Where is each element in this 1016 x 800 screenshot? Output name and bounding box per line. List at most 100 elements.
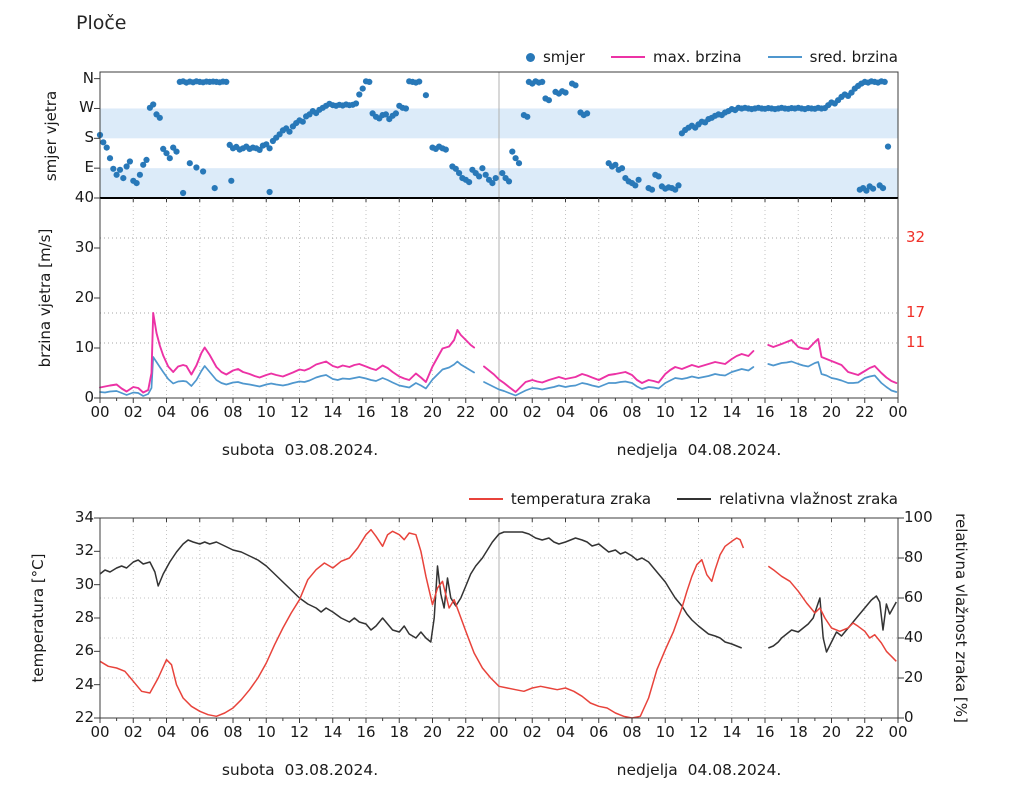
x-tick-label-bottom: 12 [289,723,310,741]
wind-direction-point [442,146,449,153]
wind-direction-point [150,101,157,108]
wind-direction-point [515,160,523,167]
wind-direction-point [509,148,516,155]
humidity-line-swatch [677,498,712,500]
wind-direction-point [505,178,513,185]
speed-threshold-label: 32 [906,228,926,246]
x-tick-label-bottom: 02 [522,723,542,741]
x-tick-label-bottom: 04 [156,723,177,741]
x-tick-label-bottom: 16 [356,723,376,741]
x-tick-label-bottom: 00 [90,723,110,741]
x-tick-label-bottom: 16 [755,723,775,741]
speed-tick-label: 10 [74,338,94,356]
legend-label-sred-brzina: sred. brzina [809,48,898,66]
wind-direction-point [366,78,373,85]
x-tick-label-top: 04 [156,403,177,421]
x-tick-label-bottom: 20 [821,723,842,741]
wind-direction-point [635,176,642,183]
wind-direction-point [512,155,519,162]
legend-label-max-brzina: max. brzina [652,48,742,66]
humidity-tick-label: 40 [904,628,924,646]
x-tick-label-top: 18 [389,403,409,421]
wind-direction-point [120,175,127,182]
x-tick-label-top: 04 [555,403,576,421]
wind-direction-point [884,143,892,150]
wind-direction-point [422,92,429,99]
wind-direction-point [382,111,389,118]
speed-tick-label: 0 [84,388,94,406]
wind-direction-point [466,179,473,186]
x-tick-label-bottom: 02 [123,723,143,741]
wind-direction-point [489,180,496,187]
date-label-day2-top: nedjelja 04.08.2024. [616,441,782,459]
wind-direction-point [879,185,887,192]
speed-tick-label: 30 [74,238,94,256]
wind-direction-point [499,170,506,177]
x-tick-label-bottom: 20 [422,723,443,741]
x-tick-label-top: 14 [323,403,343,421]
x-tick-label-top: 02 [522,403,542,421]
direction-tick-label: N [82,68,94,87]
max-speed-line-swatch [610,56,645,58]
temp-tick-label: 28 [74,608,94,626]
temp-tick-label: 24 [74,674,94,693]
x-tick-label-top: 00 [90,403,110,421]
x-tick-label-bottom: 18 [389,723,409,741]
legend-item-max-brzina: max. brzina [610,48,742,66]
x-tick-label-top: 00 [489,403,509,421]
date-label-day1-bottom: subota 03.08.2024. [221,761,379,779]
x-tick-label-top: 16 [755,403,775,421]
x-tick-label-top: 02 [123,403,143,421]
speed-threshold-label: 11 [906,333,926,351]
wind-direction-point [299,118,306,125]
wind-direction-point [545,97,553,104]
legend-label-smjer: smjer [542,48,585,66]
wind-direction-point [562,89,569,96]
wind-direction-point [356,91,363,98]
x-tick-label-bottom: 22 [456,723,476,741]
x-tick-label-top: 10 [655,403,675,421]
humidity-line [99,531,897,653]
legend-item-sred-brzina: sred. brzina [767,48,898,66]
date-label-day1-top: subota 03.08.2024. [221,441,379,459]
max-speed-line [99,312,898,394]
wind-direction-point [482,171,489,178]
x-tick-label-bottom: 00 [888,723,908,741]
humidity-tick-label: 20 [904,668,924,686]
legend-item-smjer: smjer [525,48,585,66]
wind-direction-point [392,110,399,117]
x-tick-label-top: 20 [821,403,842,421]
legend-label-vlaznost: relativna vlažnost zraka [719,490,898,508]
wind-direction-point [479,165,486,172]
temp-tick-label: 32 [74,541,94,560]
wind-direction-point [103,144,110,151]
legend-label-temperatura: temperatura zraka [510,490,652,508]
x-tick-label-top: 00 [888,403,908,421]
x-tick-label-bottom: 22 [855,723,875,741]
wind-direction-point [173,148,180,155]
legend-top: smjer max. brzina sred. brzina [100,48,898,66]
wind-direction-point [193,164,200,171]
wind-direction-point [632,182,639,189]
wind-direction-point [863,187,870,194]
x-tick-label-bottom: 06 [589,723,609,741]
wind-direction-point [256,146,263,153]
x-tick-label-top: 12 [688,403,709,421]
wind-direction-point [140,161,147,168]
humidity-tick-label: 80 [904,548,924,566]
direction-tick-label: S [84,128,94,147]
wind-direction-point [352,100,360,107]
wind-direction-point [200,168,207,175]
legend-bottom: temperatura zraka relativna vlažnost zra… [100,490,898,508]
temperature-line-swatch [468,498,503,500]
x-tick-label-top: 12 [289,403,310,421]
wind-direction-point [416,78,423,85]
wind-direction-point [456,170,463,177]
wind-direction-point [186,160,193,167]
speed-threshold-label: 17 [906,303,926,321]
humidity-tick-label: 60 [904,588,924,606]
speed-tick-label: 40 [74,188,94,206]
x-tick-label-bottom: 10 [256,723,276,741]
wind-direction-point [266,188,273,196]
